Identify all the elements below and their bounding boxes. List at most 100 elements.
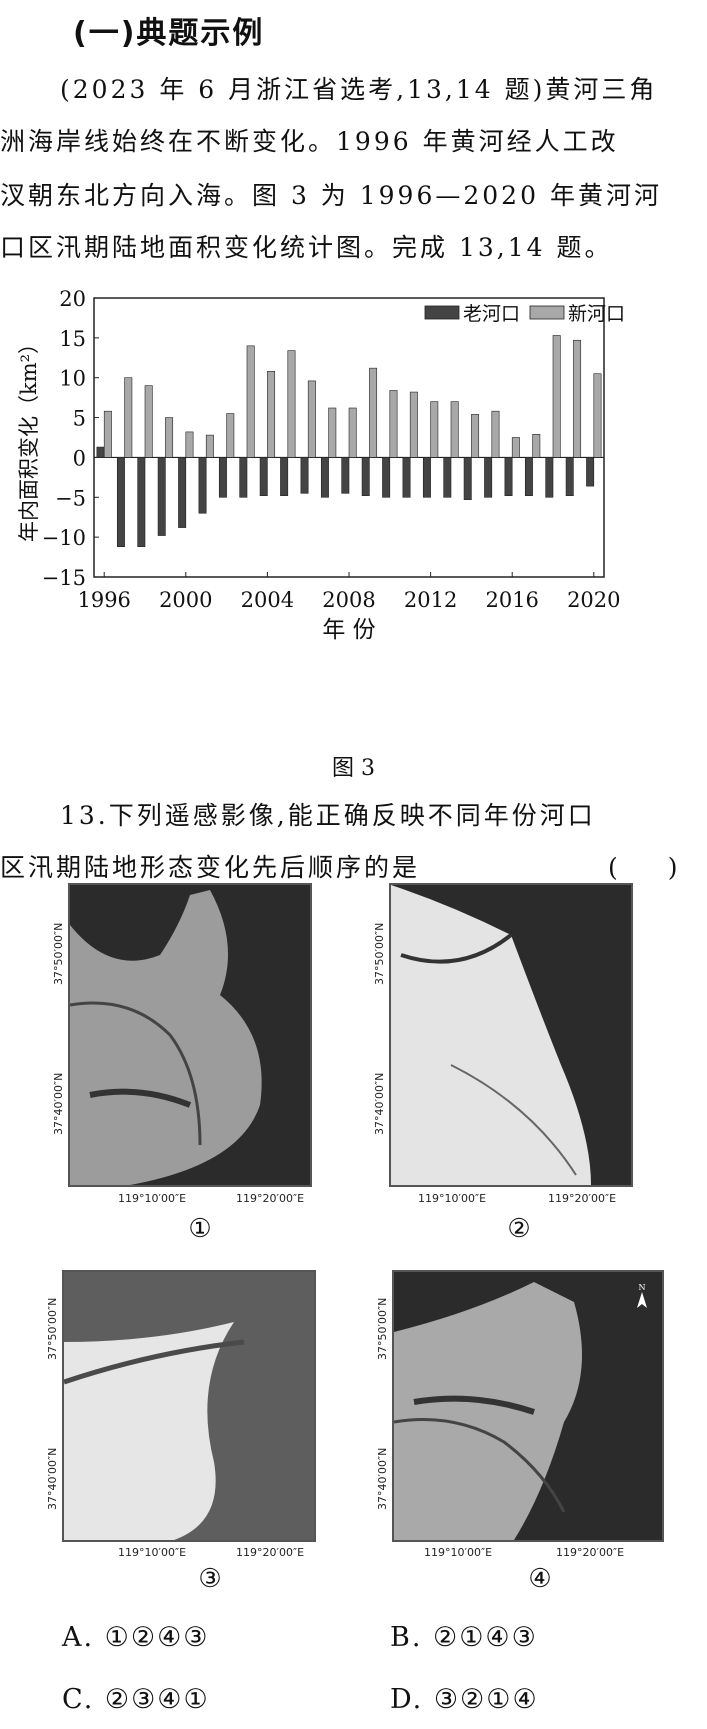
- north-label: N: [319, 1283, 326, 1292]
- intro-line-2: 洲海岸线始终在不断变化。1996 年黄河经人工改: [0, 127, 619, 156]
- bar-old-estuary: [402, 457, 411, 498]
- bar-new-estuary: [348, 407, 357, 458]
- map-3-lat-top: 37°50′00″N: [46, 1297, 59, 1360]
- section-heading: (一)典题示例: [73, 16, 265, 51]
- x-tick-label: 2008: [322, 588, 375, 612]
- map-image-2: [389, 883, 633, 1187]
- bar-new-estuary: [165, 417, 174, 458]
- map-2-lon-right: 119°20′00″E: [548, 1192, 617, 1205]
- bar-new-estuary: [226, 413, 235, 458]
- y-tick-label: −10: [42, 526, 86, 550]
- bar-old-estuary: [565, 457, 574, 496]
- bar-old-estuary: [484, 457, 493, 498]
- north-label: N: [639, 1283, 646, 1292]
- map-4-label: ④: [528, 1564, 552, 1594]
- bar-old-estuary: [218, 457, 227, 498]
- option-a[interactable]: A. ①②④③: [62, 1622, 210, 1653]
- bar-old-estuary: [320, 457, 329, 498]
- x-axis-title: 年 份: [322, 617, 375, 643]
- x-tick-label: 1996: [77, 588, 130, 612]
- north-label: N: [639, 901, 646, 910]
- bar-old-estuary: [259, 457, 268, 496]
- bar-old-estuary: [116, 457, 125, 548]
- map-4-lat-top: 37°50′00″N: [376, 1297, 389, 1360]
- map-4-lon-right: 119°20′00″E: [556, 1546, 625, 1559]
- bar-old-estuary: [463, 457, 472, 500]
- option-d[interactable]: D. ③②①④: [390, 1684, 539, 1715]
- bar-new-estuary: [205, 434, 214, 458]
- map-1-label: ①: [188, 1214, 212, 1244]
- bar-old-estuary: [524, 457, 533, 496]
- map-image-3: [62, 1270, 316, 1542]
- bar-new-estuary: [450, 401, 459, 458]
- north-arrow-icon: N: [637, 1283, 647, 1308]
- bar-old-estuary: [300, 457, 309, 494]
- y-axis-title: 年内面积变化（km²）: [17, 333, 41, 542]
- x-tick-label: 2004: [241, 588, 294, 612]
- bar-new-estuary: [369, 367, 378, 458]
- map-3-lat-bottom: 37°40′00″N: [46, 1447, 59, 1510]
- y-tick-label: 20: [59, 287, 86, 311]
- map-2-lat-top: 37°50′00″N: [373, 922, 386, 985]
- map-3-lon-right: 119°20′00″E: [236, 1546, 305, 1559]
- bar-new-estuary: [267, 371, 276, 458]
- map-2-lat-bottom: 37°40′00″N: [373, 1072, 386, 1135]
- option-c[interactable]: C. ②③④①: [62, 1684, 210, 1715]
- legend-label: 新河口: [568, 303, 625, 325]
- intro-line-3: 汊朝东北方向入海。图 3 为 1996—2020 年黄河河: [0, 181, 662, 210]
- x-tick-label: 2020: [567, 588, 620, 612]
- bar-old-estuary: [239, 457, 248, 498]
- bar-old-estuary: [586, 457, 595, 487]
- legend-swatch: [529, 305, 565, 320]
- bar-old-estuary: [341, 457, 350, 494]
- answer-blank: ( ): [608, 853, 678, 882]
- bar-new-estuary: [124, 377, 133, 458]
- y-tick-label: 5: [73, 407, 86, 431]
- north-arrow-icon: N: [315, 901, 325, 926]
- map-4-lon-left: 119°10′00″E: [424, 1546, 493, 1559]
- map-2-label: ②: [507, 1214, 531, 1244]
- bar-new-estuary: [328, 407, 337, 458]
- map-2-lon-left: 119°10′00″E: [418, 1192, 487, 1205]
- map-4-lat-bottom: 37°40′00″N: [376, 1447, 389, 1510]
- bar-old-estuary: [96, 446, 105, 458]
- bar-old-estuary: [361, 457, 370, 496]
- map-image-4: [392, 1270, 664, 1542]
- bar-new-estuary: [552, 335, 561, 458]
- y-tick-label: 0: [73, 446, 86, 470]
- north-arrow-icon: N: [317, 1283, 327, 1308]
- bar-new-estuary: [491, 410, 500, 458]
- map-image-1: [68, 883, 312, 1187]
- bar-old-estuary: [545, 457, 554, 498]
- bar-new-estuary: [511, 437, 520, 458]
- bar-old-estuary: [157, 457, 166, 536]
- bar-new-estuary: [593, 373, 602, 458]
- map-1-lat-bottom: 37°40′00″N: [52, 1072, 65, 1135]
- legend-swatch: [424, 305, 460, 320]
- map-3-label: ③: [198, 1564, 222, 1594]
- map-3-lon-left: 119°10′00″E: [118, 1546, 187, 1559]
- bar-new-estuary: [389, 390, 398, 458]
- bar-old-estuary: [504, 457, 513, 496]
- x-tick-label: 2016: [485, 588, 538, 612]
- bar-old-estuary: [280, 457, 289, 496]
- bar-old-estuary: [422, 457, 431, 498]
- figure-caption: 图 3: [332, 756, 375, 781]
- y-tick-label: 10: [59, 367, 86, 391]
- option-b[interactable]: B. ②①④③: [390, 1622, 538, 1653]
- bar-old-estuary: [443, 457, 452, 498]
- y-tick-label: −15: [42, 566, 86, 590]
- map-1-lon-left: 119°10′00″E: [118, 1192, 187, 1205]
- bar-new-estuary: [144, 385, 153, 458]
- legend-label: 老河口: [463, 303, 520, 325]
- north-arrow-icon: N: [637, 901, 647, 926]
- bar-new-estuary: [246, 345, 255, 458]
- bar-new-estuary: [287, 350, 296, 458]
- bar-new-estuary: [532, 434, 541, 458]
- intro-line-4: 口区汛期陆地面积变化统计图。完成 13,14 题。: [0, 233, 613, 262]
- bar-new-estuary: [185, 431, 194, 458]
- question-line-1: 13.下列遥感影像,能正确反映不同年份河口: [60, 801, 596, 830]
- x-tick-label: 2012: [404, 588, 457, 612]
- y-tick-label: −5: [55, 486, 86, 510]
